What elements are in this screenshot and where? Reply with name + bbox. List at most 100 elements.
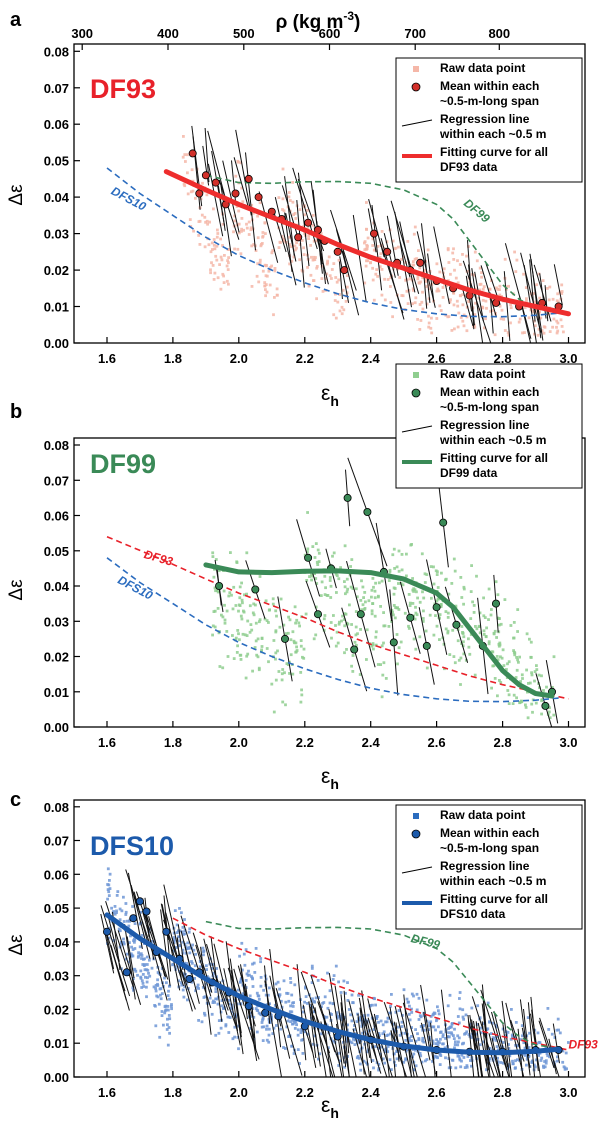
raw-data-point [379, 1052, 382, 1056]
raw-data-point [462, 635, 466, 639]
raw-data-point [446, 629, 450, 633]
raw-data-point [371, 643, 375, 647]
raw-data-point [320, 580, 324, 584]
raw-data-point [289, 653, 293, 657]
raw-data-point [267, 621, 270, 624]
regression-line [302, 1004, 317, 1068]
raw-data-point [261, 269, 265, 273]
raw-data-point [394, 1064, 397, 1067]
raw-data-point [476, 1004, 480, 1008]
raw-data-point [439, 605, 443, 608]
y-tick-label: 0.00 [44, 336, 69, 351]
raw-data-point [279, 1027, 283, 1031]
raw-data-point [325, 1015, 329, 1019]
raw-data-point [308, 1004, 312, 1007]
raw-data-point [495, 1025, 498, 1029]
regression-line [488, 1033, 501, 1077]
raw-data-point [472, 604, 476, 607]
raw-data-point [350, 1019, 354, 1023]
raw-data-point [375, 1016, 378, 1020]
regression-line [420, 984, 436, 1075]
raw-data-point [400, 568, 404, 572]
raw-data-point [314, 605, 318, 609]
raw-data-point [387, 579, 391, 582]
raw-data-point [271, 1032, 275, 1035]
raw-data-point [289, 638, 293, 642]
raw-data-point [291, 672, 295, 676]
raw-data-point [356, 1039, 359, 1042]
raw-data-point [216, 232, 220, 235]
raw-data-point [153, 940, 156, 944]
regression-line [343, 990, 350, 1054]
raw-data-point [245, 654, 249, 658]
regression-line [359, 1007, 371, 1077]
raw-data-point [303, 1030, 306, 1034]
raw-data-point [497, 630, 501, 634]
x-axis-label-main-a: ε [321, 382, 330, 405]
raw-data-point [281, 700, 285, 704]
raw-data-point [280, 678, 284, 682]
raw-data-point [495, 636, 498, 639]
raw-data-point [387, 625, 391, 628]
raw-data-point [387, 1011, 391, 1015]
raw-data-point [328, 1012, 332, 1015]
mean-point [350, 645, 359, 654]
raw-data-point [441, 296, 445, 299]
y-tick-label: 0.02 [44, 263, 69, 278]
raw-data-point [372, 1028, 376, 1031]
regression-line [269, 949, 282, 1048]
raw-data-point [323, 995, 327, 999]
raw-data-point [218, 263, 221, 266]
raw-data-point [379, 663, 382, 666]
raw-data-point [310, 578, 313, 582]
raw-data-point [396, 662, 399, 666]
raw-data-point [436, 586, 440, 589]
mean-point [304, 553, 313, 562]
raw-data-point [167, 989, 170, 993]
raw-data-point [186, 153, 189, 157]
regression-line [402, 1002, 427, 1077]
raw-data-point [360, 1025, 364, 1028]
raw-data-point [375, 1015, 379, 1018]
raw-data-point [407, 1012, 411, 1016]
raw-data-point [435, 1042, 438, 1046]
legend-entry-text: Raw data point [440, 367, 525, 381]
mean-point [188, 149, 197, 158]
x-tick-label: 2.6 [428, 351, 446, 366]
raw-data-point [181, 951, 185, 955]
raw-data-point [555, 1028, 559, 1032]
raw-data-point [240, 230, 243, 233]
raw-data-point [371, 1059, 375, 1062]
raw-data-point [349, 585, 353, 589]
raw-data-point [198, 219, 202, 223]
raw-data-point [509, 1037, 513, 1041]
raw-data-point [397, 1009, 401, 1012]
regression-line [467, 240, 475, 330]
raw-data-point [346, 1023, 349, 1027]
raw-data-point [107, 890, 111, 894]
raw-data-point [186, 192, 190, 196]
raw-data-point [430, 331, 434, 335]
raw-data-point [202, 996, 206, 999]
raw-data-point [328, 576, 332, 579]
top-tick-label: 800 [488, 26, 510, 41]
raw-data-point [314, 256, 317, 259]
raw-data-point [408, 604, 412, 607]
raw-data-point [209, 989, 212, 993]
raw-data-point [284, 703, 287, 707]
raw-data-point [386, 1045, 390, 1048]
raw-data-point [346, 587, 349, 591]
raw-data-point [293, 244, 297, 248]
mean-point [244, 174, 253, 183]
raw-data-point [405, 552, 408, 556]
raw-data-point [345, 590, 349, 594]
raw-data-point [232, 657, 236, 660]
raw-data-point [200, 1020, 204, 1024]
raw-data-point [248, 604, 252, 608]
raw-data-point [385, 1034, 389, 1037]
raw-data-point [475, 259, 479, 263]
raw-data-point [499, 622, 503, 626]
raw-data-point [355, 595, 359, 599]
raw-data-point [214, 558, 218, 561]
